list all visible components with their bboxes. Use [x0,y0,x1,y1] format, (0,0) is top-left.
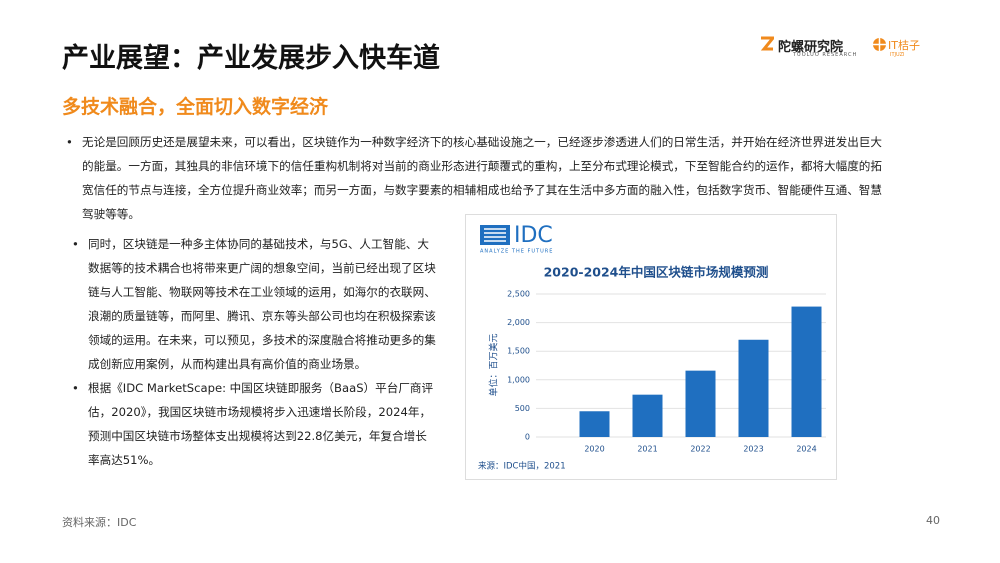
title: 产业展望：产业发展步入快车道 [62,43,440,74]
bar [632,394,663,437]
chart-image: IDC ANALYZE THE FUTURE 2020-2024年中国区块链市场… [465,214,837,480]
logo-icon [760,36,774,51]
y-axis-label: 单位：百万美元 [488,333,500,396]
paragraph: 无论是回顾历史还是展望未来，可以看出，区块链作为一种数字经济下的核心基础设施之一… [66,130,882,226]
footer-source: 资料来源：IDC [62,516,137,529]
logo: 陀螺研究院 [778,40,844,55]
logo-tagline: ANALYZE THE FUTURE [480,249,553,255]
paragraph: 根据《IDC MarketScape: 中国区块链即服务（BaaS）平台厂商评估… [72,376,438,472]
x-tick-label: 2024 [796,445,816,454]
x-tick-label: 2021 [637,445,657,454]
chart-source: 来源：IDC中国，2021 [478,461,566,472]
x-tick-label: 2022 [690,445,710,454]
logo-sub: TUOLUO RESEARCH [793,52,858,58]
y-tick-label: 2,000 [507,318,530,327]
x-tick-label: 2020 [584,445,604,454]
chart-logo: IDC [514,223,553,248]
partner-logo: IT桔子 [888,39,920,52]
page-number: 40 [926,514,940,527]
logo-mark [480,225,510,245]
logo-lines [484,228,506,242]
bar [738,339,769,437]
bar [685,370,716,437]
y-tick-label: 1,500 [507,347,530,356]
bar [579,411,610,437]
y-tick-label: 0 [525,433,530,442]
bar [791,306,822,437]
paragraph: 同时，区块链是一种多主体协同的基础技术，与5G、人工智能、大数据等的技术耦合也将… [72,232,438,376]
subtitle: 多技术融合，全面切入数字经济 [62,96,329,118]
y-tick-label: 1,000 [507,375,530,384]
chart: IDC ANALYZE THE FUTURE 2020-2024年中国区块链市场… [478,223,826,472]
x-tick-label: 2023 [743,445,763,454]
partner-sub: ITJUZI [890,52,905,58]
chart-title: 2020-2024年中国区块链市场规模预测 [544,265,769,280]
y-tick-label: 2,500 [507,290,530,299]
y-tick-label: 500 [515,404,530,413]
partner-icon [873,38,886,51]
